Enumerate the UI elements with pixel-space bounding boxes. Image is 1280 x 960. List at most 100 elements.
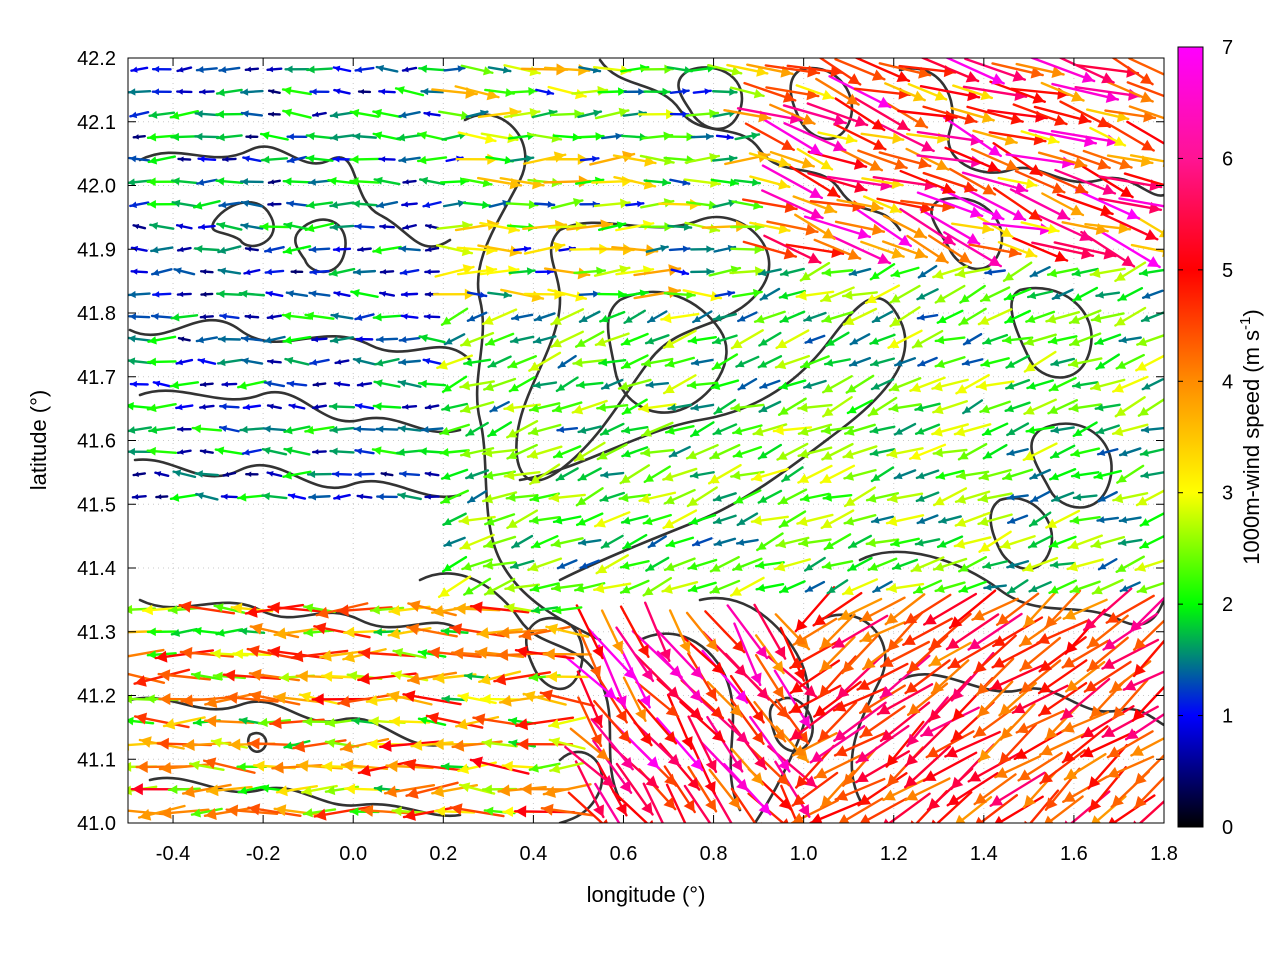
wind-arrow bbox=[266, 314, 283, 320]
wind-arrow bbox=[663, 132, 697, 142]
wind-arrow bbox=[922, 105, 978, 125]
wind-arrow bbox=[1101, 213, 1159, 241]
wind-arrow bbox=[875, 121, 935, 153]
wind-arrow bbox=[573, 441, 606, 462]
wind-arrow bbox=[757, 489, 783, 504]
wind-arrow bbox=[465, 469, 490, 480]
wind-arrow bbox=[465, 109, 489, 119]
wind-arrow bbox=[708, 768, 742, 810]
wind-arrow bbox=[904, 659, 951, 695]
x-tick-label: 1.4 bbox=[970, 843, 998, 865]
wind-arrow bbox=[1090, 312, 1125, 323]
wind-arrow bbox=[686, 486, 718, 508]
wind-arrow bbox=[281, 311, 313, 321]
wind-arrow bbox=[1097, 491, 1118, 503]
wind-arrow bbox=[1045, 310, 1081, 324]
wind-arrow bbox=[337, 693, 392, 708]
wind-arrow bbox=[506, 420, 539, 439]
wind-arrow bbox=[354, 223, 375, 230]
wind-arrow bbox=[375, 335, 399, 343]
wind-arrow bbox=[920, 58, 980, 83]
wind-arrow bbox=[922, 751, 978, 782]
wind-arrow bbox=[842, 746, 878, 787]
wind-arrow bbox=[578, 629, 602, 680]
wind-arrow bbox=[679, 633, 726, 675]
wind-arrow bbox=[309, 268, 330, 276]
wind-arrow bbox=[248, 668, 301, 682]
wind-arrow bbox=[789, 659, 841, 695]
wind-arrow bbox=[503, 402, 542, 413]
wind-arrow bbox=[597, 221, 627, 232]
wind-arrow bbox=[737, 311, 758, 323]
wind-arrow bbox=[328, 402, 356, 411]
wind-arrow bbox=[644, 334, 670, 345]
wind-arrow bbox=[864, 284, 901, 305]
wind-arrow bbox=[669, 88, 690, 95]
wind-arrow bbox=[916, 514, 939, 525]
wind-arrow bbox=[332, 246, 352, 253]
wind-arrow bbox=[1048, 376, 1077, 392]
wind-arrow bbox=[240, 335, 263, 343]
wind-arrow bbox=[729, 86, 765, 99]
wind-arrow bbox=[700, 699, 750, 745]
wind-arrow bbox=[978, 468, 1012, 481]
wind-arrow bbox=[641, 357, 674, 368]
wind-arrow bbox=[1019, 636, 1062, 672]
wind-arrow bbox=[1072, 493, 1098, 502]
wind-arrow bbox=[1062, 775, 1109, 803]
wind-arrow bbox=[265, 290, 284, 298]
wind-arrow bbox=[406, 671, 458, 685]
wind-arrow bbox=[775, 536, 810, 549]
wind-arrow bbox=[1015, 62, 1065, 78]
wind-arrow bbox=[459, 447, 495, 459]
wind-arrow bbox=[1091, 578, 1124, 595]
wind-arrow bbox=[599, 310, 626, 323]
wind-arrow bbox=[1041, 192, 1085, 217]
wind-arrow bbox=[736, 107, 803, 125]
wind-arrow bbox=[944, 146, 1001, 172]
wind-arrow bbox=[920, 706, 980, 737]
wind-arrow bbox=[841, 290, 878, 301]
wind-arrow bbox=[220, 493, 238, 500]
wind-arrow bbox=[433, 805, 476, 817]
wind-arrow bbox=[417, 447, 447, 456]
wind-arrow bbox=[662, 467, 698, 482]
wind-arrow bbox=[1095, 291, 1121, 299]
wind-arrow bbox=[1141, 378, 1164, 391]
wind-arrow bbox=[523, 241, 566, 255]
wind-arrow bbox=[128, 426, 153, 434]
wind-arrow bbox=[284, 356, 310, 366]
wind-arrow bbox=[1056, 193, 1114, 216]
wind-arrow bbox=[1140, 311, 1164, 323]
wind-arrow bbox=[512, 245, 532, 253]
wind-arrow bbox=[455, 153, 499, 165]
wind-arrow bbox=[449, 803, 505, 818]
wind-arrow bbox=[311, 336, 328, 343]
wind-arrow bbox=[238, 289, 266, 298]
wind-arrow bbox=[549, 761, 586, 774]
wind-arrow bbox=[286, 155, 308, 164]
wind-arrow bbox=[378, 156, 396, 163]
wind-arrow bbox=[709, 555, 740, 573]
wind-arrow bbox=[423, 110, 441, 118]
wind-arrow bbox=[645, 380, 670, 389]
wind-arrow bbox=[577, 538, 602, 546]
wind-arrow bbox=[775, 698, 810, 745]
wind-arrow bbox=[799, 355, 830, 369]
wind-arrow bbox=[735, 355, 760, 368]
wind-arrow bbox=[1126, 81, 1164, 98]
wind-arrow bbox=[1027, 534, 1053, 549]
wind-arrow bbox=[662, 329, 697, 349]
wind-arrow bbox=[729, 576, 765, 597]
wind-arrow bbox=[825, 331, 850, 347]
wind-arrow bbox=[756, 532, 784, 552]
wind-arrow bbox=[1139, 512, 1164, 527]
wind-arrow bbox=[883, 792, 931, 823]
wind-arrow bbox=[271, 761, 323, 774]
wind-arrow bbox=[758, 400, 782, 413]
wind-arrow bbox=[1004, 309, 1032, 324]
wind-arrow bbox=[732, 424, 763, 436]
wind-arrow bbox=[424, 246, 440, 253]
wind-arrow bbox=[240, 357, 264, 365]
wind-arrow bbox=[1006, 422, 1030, 437]
